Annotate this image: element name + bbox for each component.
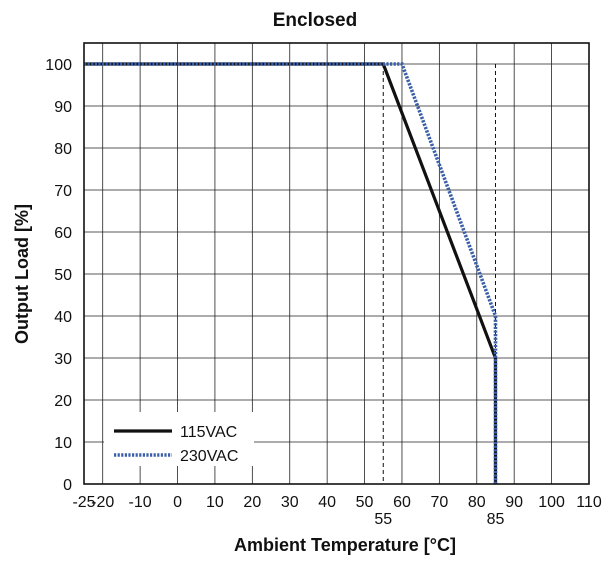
- x-tick-label: 30: [281, 494, 299, 511]
- x-tick-label: -20: [91, 494, 114, 511]
- x-tick-label-extra: 85: [487, 511, 505, 528]
- x-tick-label-extra: 55: [374, 511, 392, 528]
- x-tick-label: -25: [72, 494, 95, 511]
- x-tick-label: 0: [173, 494, 182, 511]
- y-axis-title: Output Load [%]: [12, 204, 32, 344]
- legend-label-230vac: 230VAC: [180, 448, 238, 465]
- y-tick-label: 20: [54, 393, 72, 410]
- legend-box: [104, 412, 254, 466]
- series-line-230vac: [84, 62, 498, 484]
- plot-frame: [83, 42, 590, 485]
- x-tick-label: 80: [468, 494, 486, 511]
- y-tick-label: 80: [54, 141, 72, 158]
- series-lines: [84, 62, 498, 484]
- y-tick-label: 90: [54, 99, 72, 116]
- x-axis-title: Ambient Temperature [°C]: [234, 535, 456, 555]
- x-tick-label: 60: [393, 494, 411, 511]
- y-tick-label: 40: [54, 309, 72, 326]
- y-tick-label: 30: [54, 351, 72, 368]
- y-tick-label: 100: [45, 57, 72, 74]
- x-tick-label: 50: [356, 494, 374, 511]
- x-tick-label: 90: [505, 494, 523, 511]
- legend-label-115vac: 115VAC: [180, 424, 237, 441]
- legend: 115VAC 230VAC: [104, 412, 254, 466]
- chart-title: Enclosed: [273, 10, 357, 31]
- y-tick-label: 10: [54, 435, 72, 452]
- y-tick-label: 60: [54, 225, 72, 242]
- x-tick-label: 40: [318, 494, 336, 511]
- x-tick-label: -10: [129, 494, 152, 511]
- y-tick-label: 70: [54, 183, 72, 200]
- y-tick-label: 0: [63, 477, 72, 494]
- x-tick-label: 110: [576, 494, 602, 511]
- x-tick-label: 10: [206, 494, 224, 511]
- y-tick-label: 50: [54, 267, 72, 284]
- x-tick-label: 20: [243, 494, 261, 511]
- x-tick-label: 70: [430, 494, 448, 511]
- x-tick-label: 100: [538, 494, 565, 511]
- grid: [84, 43, 589, 484]
- tick-labels: -25-20 -10 0 10 20 30 40 50 60 70 80 90 100 110 55 85 0 1…: [45, 57, 602, 528]
